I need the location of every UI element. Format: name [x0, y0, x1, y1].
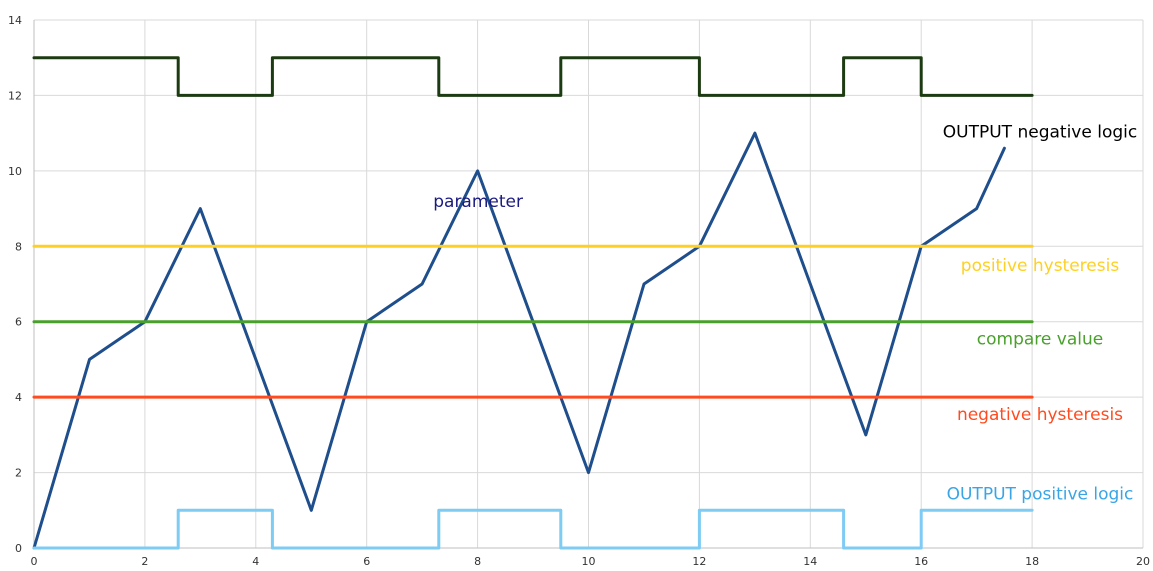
x-tick-label: 0 — [31, 555, 38, 568]
x-tick-label: 16 — [914, 555, 928, 568]
x-tick-label: 4 — [252, 555, 259, 568]
y-tick-label: 10 — [8, 165, 22, 178]
y-tick-label: 4 — [15, 391, 22, 404]
y-tick-label: 12 — [8, 89, 22, 102]
series-annotation: positive hysteresis — [961, 256, 1120, 276]
series-line-output-negative-logic — [32, 56, 1034, 97]
series-annotation: parameter — [433, 192, 523, 212]
y-tick-label: 8 — [15, 240, 22, 253]
y-tick-label: 2 — [15, 467, 22, 480]
x-tick-label: 2 — [141, 555, 148, 568]
x-tick-label: 20 — [1136, 555, 1150, 568]
y-tick-label: 0 — [15, 542, 22, 555]
series-annotation: OUTPUT positive logic — [947, 484, 1134, 504]
tick-labels: 0 2 4 6 8 10 12 14 0 2 4 6 8 10 12 14 16 18 20 — [8, 14, 1150, 568]
x-tick-label: 8 — [474, 555, 481, 568]
x-tick-label: 18 — [1025, 555, 1039, 568]
series-lines — [32, 56, 1034, 550]
y-tick-label: 6 — [15, 316, 22, 329]
series-annotation: compare value — [977, 330, 1103, 350]
series-annotation: negative hysteresis — [957, 405, 1123, 425]
series-annotations: parameter positive hysteresis compare valu… — [433, 122, 1137, 504]
x-tick-label: 14 — [803, 555, 817, 568]
y-tick-label: 14 — [8, 14, 22, 27]
x-tick-label: 12 — [692, 555, 706, 568]
x-tick-label: 10 — [582, 555, 596, 568]
series-line-output-positive-logic — [32, 508, 1034, 550]
x-tick-label: 6 — [363, 555, 370, 568]
series-annotation: OUTPUT negative logic — [943, 122, 1137, 142]
